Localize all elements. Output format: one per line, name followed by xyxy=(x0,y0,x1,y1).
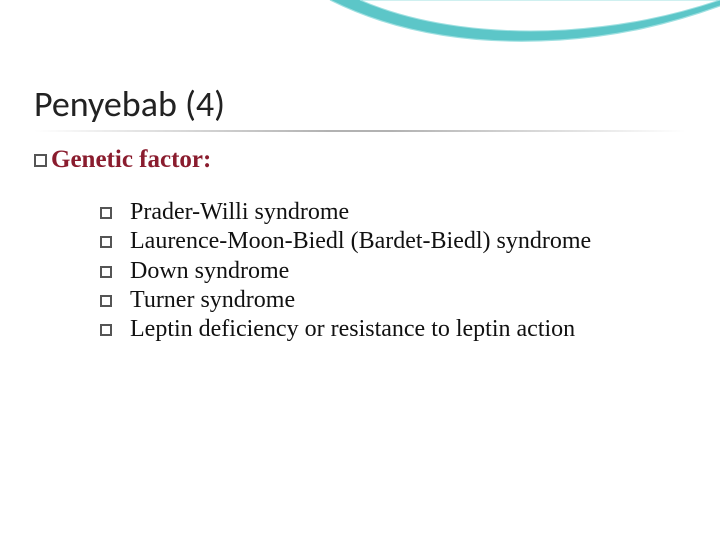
slide-title: Penyebab (4) xyxy=(34,82,686,126)
list-item: Prader-Willi syndrome xyxy=(100,198,686,226)
list-item-text: Prader-Willi syndrome xyxy=(130,198,349,226)
title-underline xyxy=(34,130,686,132)
hollow-square-icon xyxy=(34,154,47,167)
subhead-text: Genetic factor: xyxy=(51,146,211,174)
list-item: Turner syndrome xyxy=(100,286,686,314)
hollow-square-icon xyxy=(100,295,112,307)
subhead-row: Genetic factor: xyxy=(34,146,686,174)
decorative-wave xyxy=(0,0,720,60)
hollow-square-icon xyxy=(100,324,112,336)
slide-content: Penyebab (4) Genetic factor: Prader-Will… xyxy=(34,82,686,345)
list-item-text: Laurence-Moon-Biedl (Bardet-Biedl) syndr… xyxy=(130,227,591,255)
hollow-square-icon xyxy=(100,236,112,248)
list-item: Laurence-Moon-Biedl (Bardet-Biedl) syndr… xyxy=(100,227,686,255)
list-item-text: Leptin deficiency or resistance to lepti… xyxy=(130,315,575,343)
hollow-square-icon xyxy=(100,266,112,278)
list-item: Leptin deficiency or resistance to lepti… xyxy=(100,315,686,343)
bullet-list: Prader-Willi syndrome Laurence-Moon-Bied… xyxy=(100,198,686,344)
list-item: Down syndrome xyxy=(100,257,686,285)
list-item-text: Turner syndrome xyxy=(130,286,295,314)
hollow-square-icon xyxy=(100,207,112,219)
list-item-text: Down syndrome xyxy=(130,257,289,285)
